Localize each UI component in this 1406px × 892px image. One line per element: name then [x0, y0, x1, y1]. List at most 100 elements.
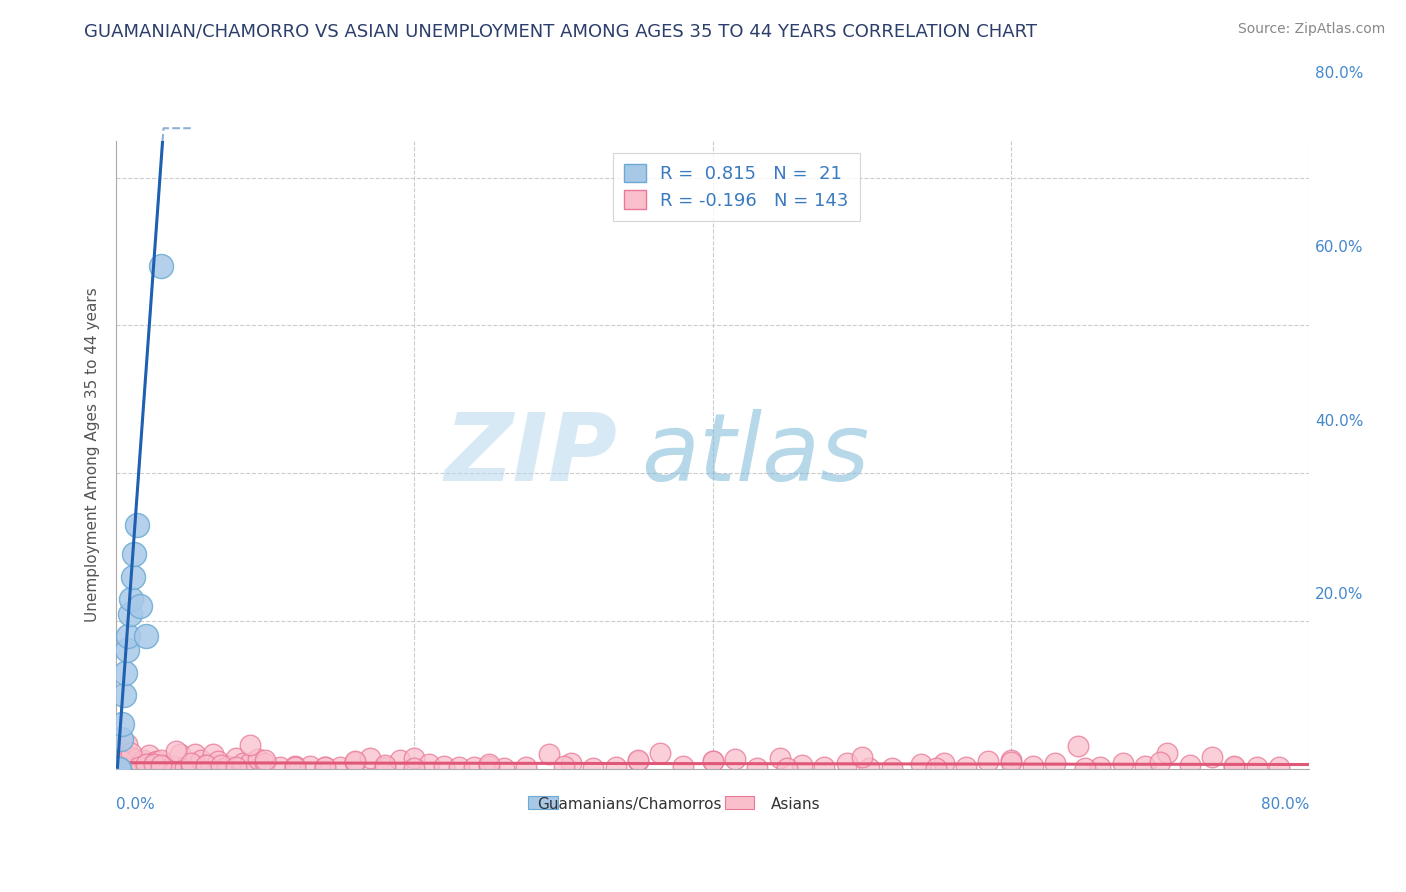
Point	[142, 756, 165, 770]
Point	[105, 757, 128, 772]
Point	[111, 753, 134, 767]
Point	[122, 548, 145, 562]
Text: atlas: atlas	[641, 409, 869, 500]
Point	[145, 754, 167, 768]
Text: 40.0%: 40.0%	[1315, 414, 1364, 428]
Point	[107, 750, 129, 764]
Point	[239, 756, 262, 770]
Point	[747, 762, 769, 776]
Point	[553, 759, 575, 773]
Point	[115, 643, 138, 657]
Point	[108, 761, 131, 775]
Text: GUAMANIAN/CHAMORRO VS ASIAN UNEMPLOYMENT AMONG AGES 35 TO 44 YEARS CORRELATION C: GUAMANIAN/CHAMORRO VS ASIAN UNEMPLOYMENT…	[84, 22, 1038, 40]
Point	[110, 732, 132, 747]
Point	[858, 761, 880, 775]
Point	[122, 762, 145, 776]
Point	[955, 760, 977, 774]
Point	[284, 758, 307, 772]
Point	[184, 747, 207, 762]
Point	[537, 747, 560, 761]
Point	[105, 762, 128, 776]
Point	[117, 629, 139, 643]
Text: 60.0%: 60.0%	[1315, 240, 1364, 255]
Point	[169, 747, 191, 761]
Point	[128, 759, 150, 773]
Point	[627, 754, 650, 768]
Point	[343, 755, 366, 769]
Point	[165, 759, 187, 773]
Point	[107, 757, 129, 772]
Point	[142, 757, 165, 772]
Point	[114, 761, 136, 775]
Point	[776, 761, 799, 775]
Point	[1022, 759, 1045, 773]
Point	[117, 759, 139, 773]
Text: 80.0%: 80.0%	[1261, 797, 1309, 812]
Point	[1178, 758, 1201, 772]
Point	[605, 760, 627, 774]
Point	[190, 753, 212, 767]
Point	[515, 760, 537, 774]
Text: 20.0%: 20.0%	[1315, 587, 1364, 602]
Point	[254, 756, 277, 770]
Point	[246, 752, 269, 766]
Point	[463, 760, 485, 774]
Point	[135, 756, 157, 771]
Point	[114, 665, 136, 680]
Point	[560, 756, 582, 770]
Point	[112, 688, 135, 702]
Y-axis label: Unemployment Among Ages 35 to 44 years: Unemployment Among Ages 35 to 44 years	[86, 287, 100, 622]
Point	[343, 754, 366, 768]
Point	[108, 762, 131, 776]
Point	[374, 760, 396, 774]
Point	[110, 753, 132, 767]
FancyBboxPatch shape	[724, 796, 755, 809]
Point	[1223, 759, 1246, 773]
Point	[124, 752, 146, 766]
Point	[977, 754, 1000, 768]
Point	[627, 753, 650, 767]
FancyBboxPatch shape	[527, 796, 558, 809]
Point	[114, 748, 136, 763]
Text: 80.0%: 80.0%	[1315, 66, 1364, 81]
Point	[165, 744, 187, 758]
Point	[492, 761, 515, 775]
Point	[128, 758, 150, 772]
Point	[329, 760, 352, 774]
Point	[150, 753, 173, 767]
Point	[672, 758, 695, 772]
Point	[790, 757, 813, 772]
Point	[150, 260, 173, 274]
Point	[107, 759, 129, 773]
Point	[105, 762, 128, 776]
Text: 0.0%: 0.0%	[117, 797, 155, 812]
Point	[120, 746, 142, 760]
Point	[650, 746, 672, 760]
Point	[702, 754, 724, 768]
Point	[433, 759, 456, 773]
Point	[112, 756, 135, 770]
Legend: R =  0.815   N =  21, R = -0.196   N = 143: R = 0.815 N = 21, R = -0.196 N = 143	[613, 153, 859, 220]
Point	[225, 750, 247, 764]
Point	[162, 759, 184, 773]
Point	[404, 761, 426, 775]
Point	[129, 599, 152, 614]
Point	[880, 761, 903, 775]
Point	[207, 755, 229, 769]
Point	[105, 760, 128, 774]
Point	[1246, 760, 1268, 774]
Point	[194, 758, 217, 772]
Point	[135, 758, 157, 772]
Point	[910, 757, 932, 772]
Point	[180, 756, 202, 770]
Point	[157, 762, 180, 776]
Point	[121, 569, 143, 583]
Point	[173, 760, 195, 774]
Text: Guamanians/Chamorros: Guamanians/Chamorros	[537, 797, 721, 812]
Point	[299, 759, 322, 773]
Point	[449, 760, 471, 774]
Point	[155, 759, 177, 773]
Point	[1149, 755, 1171, 769]
Point	[150, 757, 173, 772]
Point	[813, 760, 835, 774]
